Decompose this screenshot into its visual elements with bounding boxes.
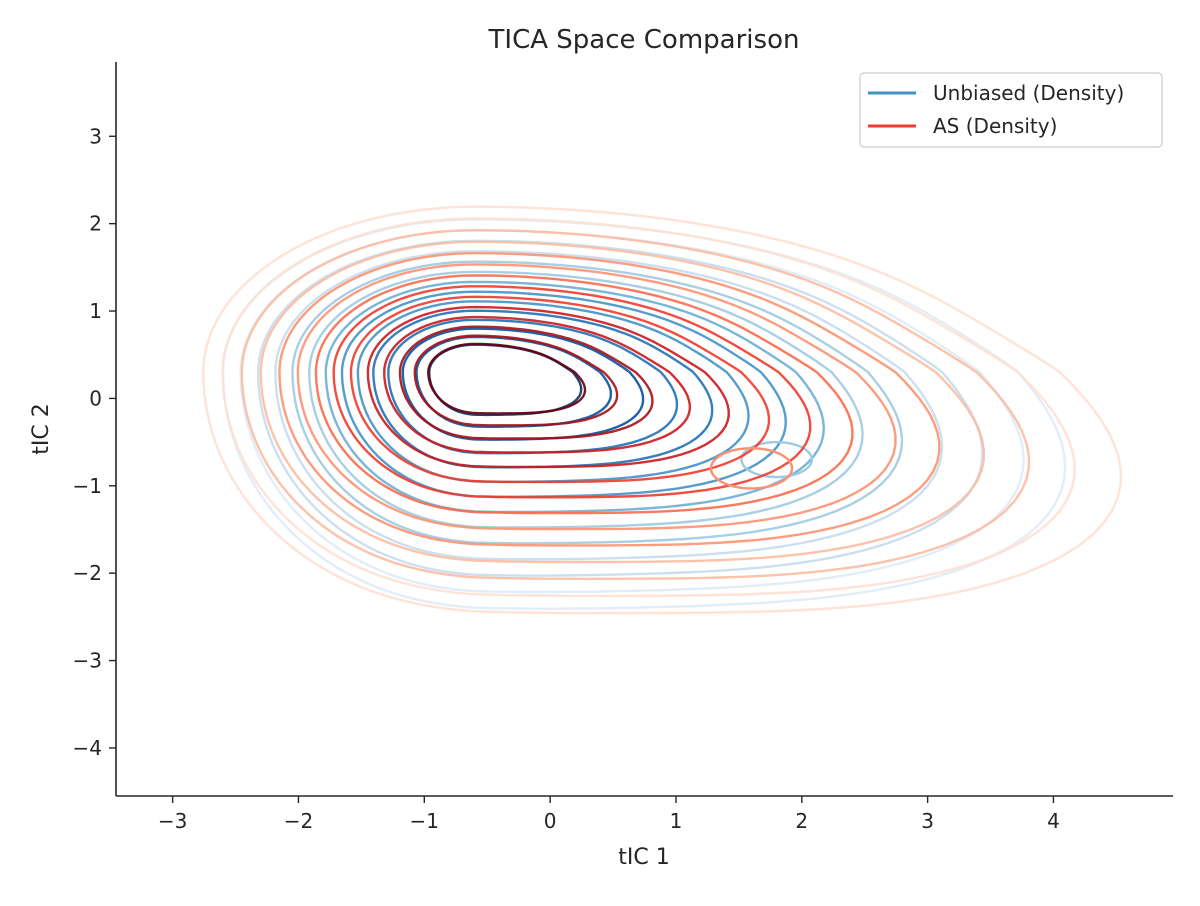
- density-contour: [259, 240, 986, 564]
- x-tick-label: −3: [158, 809, 187, 833]
- density-contour: [340, 290, 788, 498]
- density-contour: [324, 280, 826, 514]
- x-tick-label: 0: [544, 809, 557, 833]
- x-tick-label: −1: [410, 809, 439, 833]
- y-axis-label: tIC 2: [29, 403, 54, 454]
- legend-frame: [859, 72, 1163, 148]
- density-contour: [332, 285, 812, 499]
- as-density-contours: [202, 205, 1123, 615]
- density-contour: [366, 305, 730, 469]
- x-tick-label: 4: [1047, 809, 1060, 833]
- density-contour: [221, 217, 1076, 598]
- density-contour: [274, 250, 944, 561]
- density-contour: [398, 325, 654, 440]
- y-tick-label: −4: [73, 736, 102, 760]
- y-tick-label: 1: [89, 299, 102, 323]
- y-axis-ticks: −4 −3 −2 −1 0 1 2 3: [73, 124, 116, 760]
- y-tick-label: −3: [73, 649, 102, 673]
- legend-label-unbiased: Unbiased (Density): [933, 81, 1124, 105]
- legend: Unbiased (Density) AS (Density): [859, 72, 1163, 148]
- x-axis-label: tIC 1: [618, 845, 669, 870]
- density-contour: [427, 343, 583, 417]
- x-tick-label: 1: [670, 809, 683, 833]
- density-contour: [291, 260, 904, 545]
- density-contour: [256, 239, 984, 577]
- density-contour: [740, 440, 814, 479]
- y-tick-label: 0: [89, 386, 102, 410]
- density-contour: [427, 342, 587, 415]
- density-contour: [349, 295, 771, 484]
- y-tick-label: −2: [73, 561, 102, 585]
- x-tick-label: 3: [921, 809, 934, 833]
- density-contour: [383, 315, 691, 454]
- x-tick-label: −2: [284, 809, 313, 833]
- density-contour: [308, 270, 864, 529]
- density-contour: [356, 300, 750, 484]
- legend-label-as: AS (Density): [933, 114, 1057, 138]
- chart-title: TICA Space Comparison: [488, 25, 800, 55]
- density-contour: [709, 446, 794, 490]
- density-contour: [202, 205, 1123, 615]
- density-contour: [296, 263, 897, 531]
- y-tick-label: −1: [73, 474, 102, 498]
- density-contour: [314, 274, 854, 515]
- y-tick-label: 2: [89, 212, 102, 236]
- density-contour: [278, 251, 941, 547]
- x-axis-ticks: −3 −2 −1 0 1 2 3 4: [158, 796, 1060, 833]
- x-tick-label: 2: [795, 809, 808, 833]
- y-tick-label: 3: [89, 124, 102, 148]
- density-contour: [413, 334, 619, 427]
- density-contour: [240, 229, 1031, 580]
- unbiased-density-contours: [221, 218, 1067, 610]
